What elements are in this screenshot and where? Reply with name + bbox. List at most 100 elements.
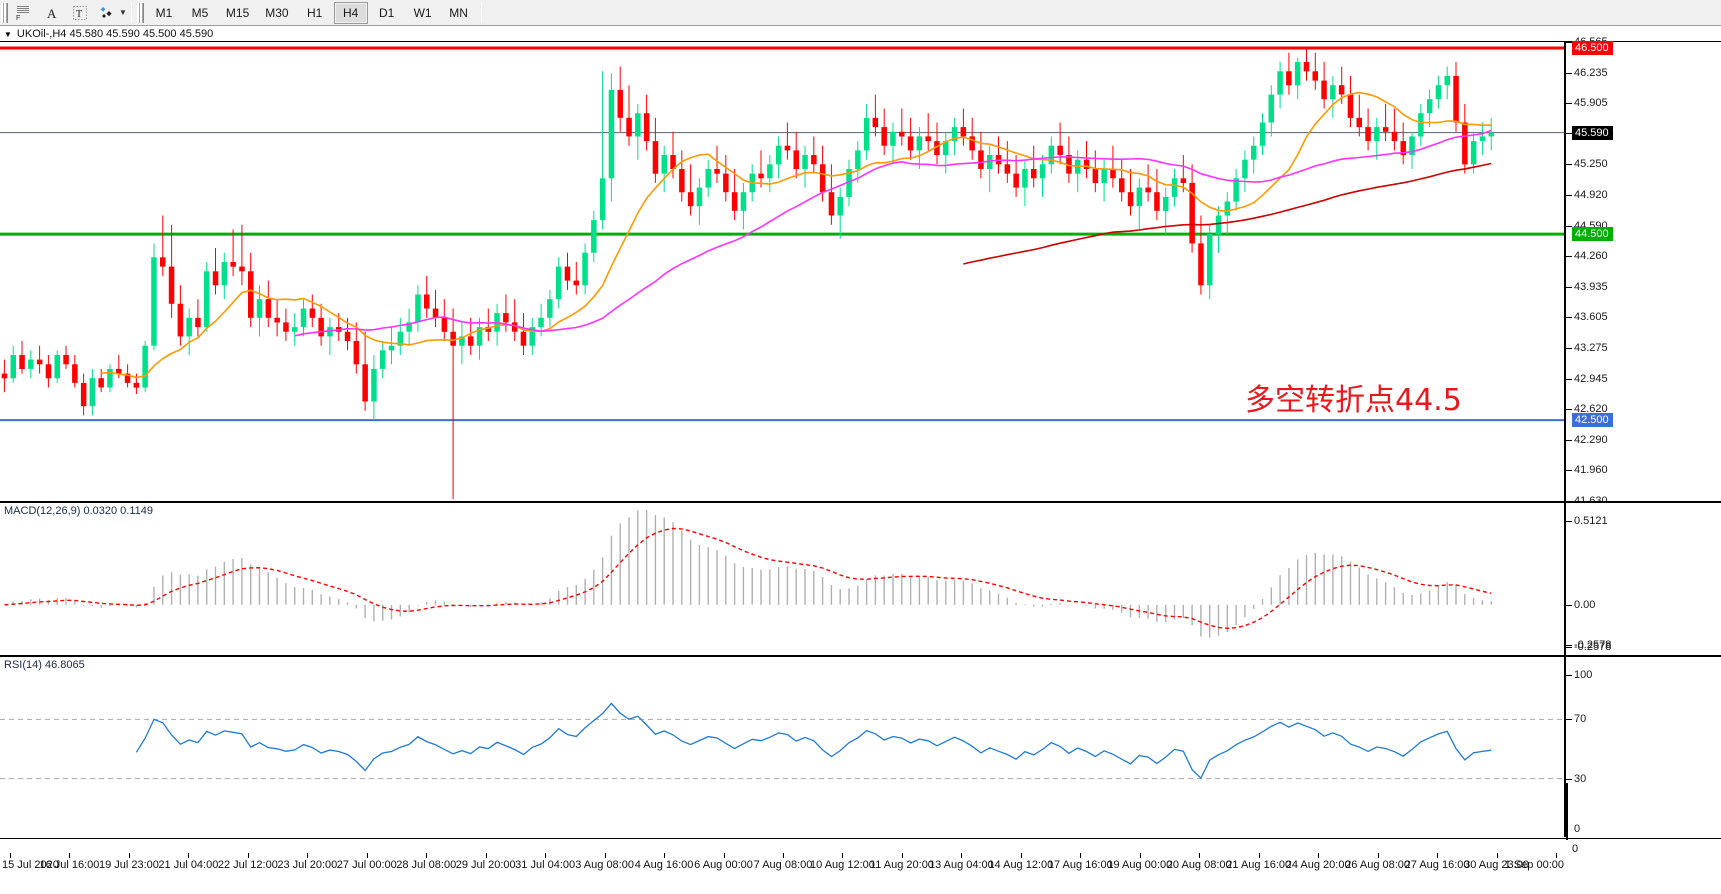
chart-annotation-text: 多空转折点44.5 (1245, 383, 1462, 418)
macd-title: MACD(12,26,9) 0.0320 0.1149 (4, 505, 153, 517)
time-axis-tick (426, 853, 428, 858)
time-axis-tick (1020, 853, 1022, 858)
time-axis-tick (247, 853, 249, 858)
rsi-title: RSI(14) 46.8065 (4, 659, 85, 671)
time-axis-tick (188, 853, 190, 858)
time-axis-tick (901, 853, 903, 858)
price-chart-panel: 多空转折点44.5 46.56546.23545.90545.59045.250… (0, 36, 1721, 507)
time-axis-tick (1318, 853, 1320, 858)
objects-icon[interactable] (95, 2, 121, 24)
time-axis-label: 20 Aug 08:00 (1166, 859, 1232, 871)
price-axis-label: 45.250 (1574, 158, 1608, 171)
time-axis-label: 24 Aug 20:00 (1285, 859, 1351, 871)
price-axis-tick (1566, 42, 1572, 43)
objects-dropdown-chevron-down-icon[interactable]: ▼ (119, 8, 127, 17)
time-axis-label: 14 Aug 12:00 (988, 859, 1054, 871)
time-axis-tick (783, 853, 784, 858)
price-axis[interactable]: 46.56546.23545.90545.59045.25044.92044.5… (1566, 36, 1721, 507)
rsi-axis-tick (1566, 675, 1572, 676)
timeframe-button-mn[interactable]: MN (449, 5, 468, 20)
toolbar-divider (130, 2, 132, 23)
time-axis-tick (1556, 853, 1557, 858)
timeframe-button-h4[interactable]: H4 (333, 1, 368, 24)
macd-axis-tick-min (1566, 645, 1572, 646)
timeframe-button-m5[interactable]: M5 (191, 5, 209, 20)
collapse-chevron-down-icon[interactable]: ▼ (4, 29, 12, 39)
price-axis-label: 46.235 (1574, 66, 1608, 79)
text-a-icon[interactable]: A (39, 2, 65, 24)
price-axis-tick (1566, 256, 1572, 258)
timeframe-bar-grip[interactable] (136, 2, 144, 23)
time-axis-label: 21 Jul 04:00 (158, 859, 219, 871)
time-axis-label: 30 Aug 23:00 (1464, 859, 1529, 871)
macd-axis-tick (1566, 647, 1572, 648)
price-axis-label: 41.960 (1574, 464, 1608, 477)
timeframe-button-d1[interactable]: D1 (378, 5, 395, 20)
macd-axis-tick (1566, 521, 1572, 522)
price-candles-svg (0, 46, 1564, 500)
price-plot-area[interactable]: 多空转折点44.5 (0, 42, 1566, 501)
time-axis-tick (664, 853, 666, 858)
time-axis-tick (128, 853, 130, 858)
price-axis-tick (1566, 408, 1572, 410)
price-axis-label: 44.260 (1574, 250, 1608, 263)
price-axis-label: 42.290 (1574, 433, 1608, 446)
time-axis-divider (1566, 783, 1568, 840)
rsi-axis: 100 70 30 0 (1566, 657, 1721, 837)
panel-separator-2 (0, 655, 1721, 657)
time-axis-tick (723, 853, 725, 858)
time-axis-label: 29 Jul 20:00 (455, 859, 516, 871)
time-axis-label: 28 Jul 08:00 (396, 859, 457, 871)
time-axis-label: 16 Jul 16:00 (39, 859, 100, 871)
time-axis-panel[interactable]: 15 Jul 2020 16 Jul 16:00 19 Jul 23:00 21 Ju… (0, 783, 1721, 894)
timeframe-button-m15[interactable]: M15 (225, 5, 250, 20)
svg-text:A: A (47, 6, 57, 21)
time-axis-tick (485, 853, 487, 858)
rsi-axis-tick (1566, 719, 1572, 721)
rsi-axis-tick (1566, 778, 1572, 780)
rsi-plot-area[interactable]: RSI(14) 46.8065 (0, 657, 1566, 837)
time-axis-label: 3 Aug 08:00 (575, 859, 634, 871)
price-axis-tick (1566, 348, 1572, 349)
macd-axis: 0.5121 0.00 -0.2578 -0.2578 (1566, 503, 1721, 655)
panel-separator-1 (0, 501, 1721, 503)
price-axis-label: 43.605 (1574, 311, 1608, 324)
timeframe-button-w1[interactable]: W1 (413, 5, 432, 20)
macd-axis-tick (1566, 604, 1572, 606)
toolbar-divider-2 (480, 2, 482, 23)
macd-svg (4, 509, 1492, 638)
time-axis-label: 7 Aug 08:00 (753, 859, 813, 871)
time-axis-label: 10 Aug 12:00 (810, 859, 875, 871)
crosshair-f-icon[interactable]: F (11, 2, 37, 24)
timeframe-button-m1[interactable]: M1 (155, 5, 173, 20)
price-axis-tick (1566, 286, 1572, 288)
timeframe-button-m30[interactable]: M30 (265, 5, 289, 20)
price-axis-label: 45.905 (1574, 97, 1608, 110)
time-axis-label: 27 Jul 00:00 (336, 859, 397, 871)
macd-plot-area[interactable]: MACD(12,26,9) 0.0320 0.1149 (0, 503, 1566, 655)
time-axis-tick (842, 853, 844, 858)
time-axis-label: 19 Jul 23:00 (98, 859, 159, 871)
toolbar-grip[interactable] (1, 2, 8, 23)
time-axis-label: 26 Aug 08:00 (1345, 859, 1411, 871)
time-axis-tick (1377, 853, 1379, 858)
time-axis-tick (961, 853, 963, 858)
price-axis-label: 42.945 (1574, 372, 1608, 385)
text-label-icon[interactable]: T (67, 2, 93, 24)
time-axis-tick (366, 853, 368, 858)
macd-axis-label: 0.5121 (1574, 515, 1608, 527)
macd-indicator-panel: MACD(12,26,9) 0.0320 0.1149 0.5121 0.00 -0… (0, 503, 1721, 655)
macd-axis-label: 0.00 (1574, 598, 1596, 611)
timeframe-button-h1[interactable]: H1 (306, 5, 323, 20)
time-axis-label: 23 Jul 20:00 (277, 859, 338, 871)
rsi-svg (0, 702, 1564, 780)
timeframe-bar: M1 M5 M15 M30 H1 H4 D1 W1 MN (146, 0, 486, 26)
time-axis-tick (1496, 853, 1498, 858)
price-axis-tick (1566, 72, 1572, 74)
price-axis-tick (1566, 132, 1572, 134)
time-axis-tick (69, 853, 71, 858)
price-axis-tag-46-500: 46.500 (1572, 41, 1613, 56)
macd-axis-label: -0.2578 (1574, 641, 1612, 653)
price-axis-tick (1566, 439, 1572, 441)
